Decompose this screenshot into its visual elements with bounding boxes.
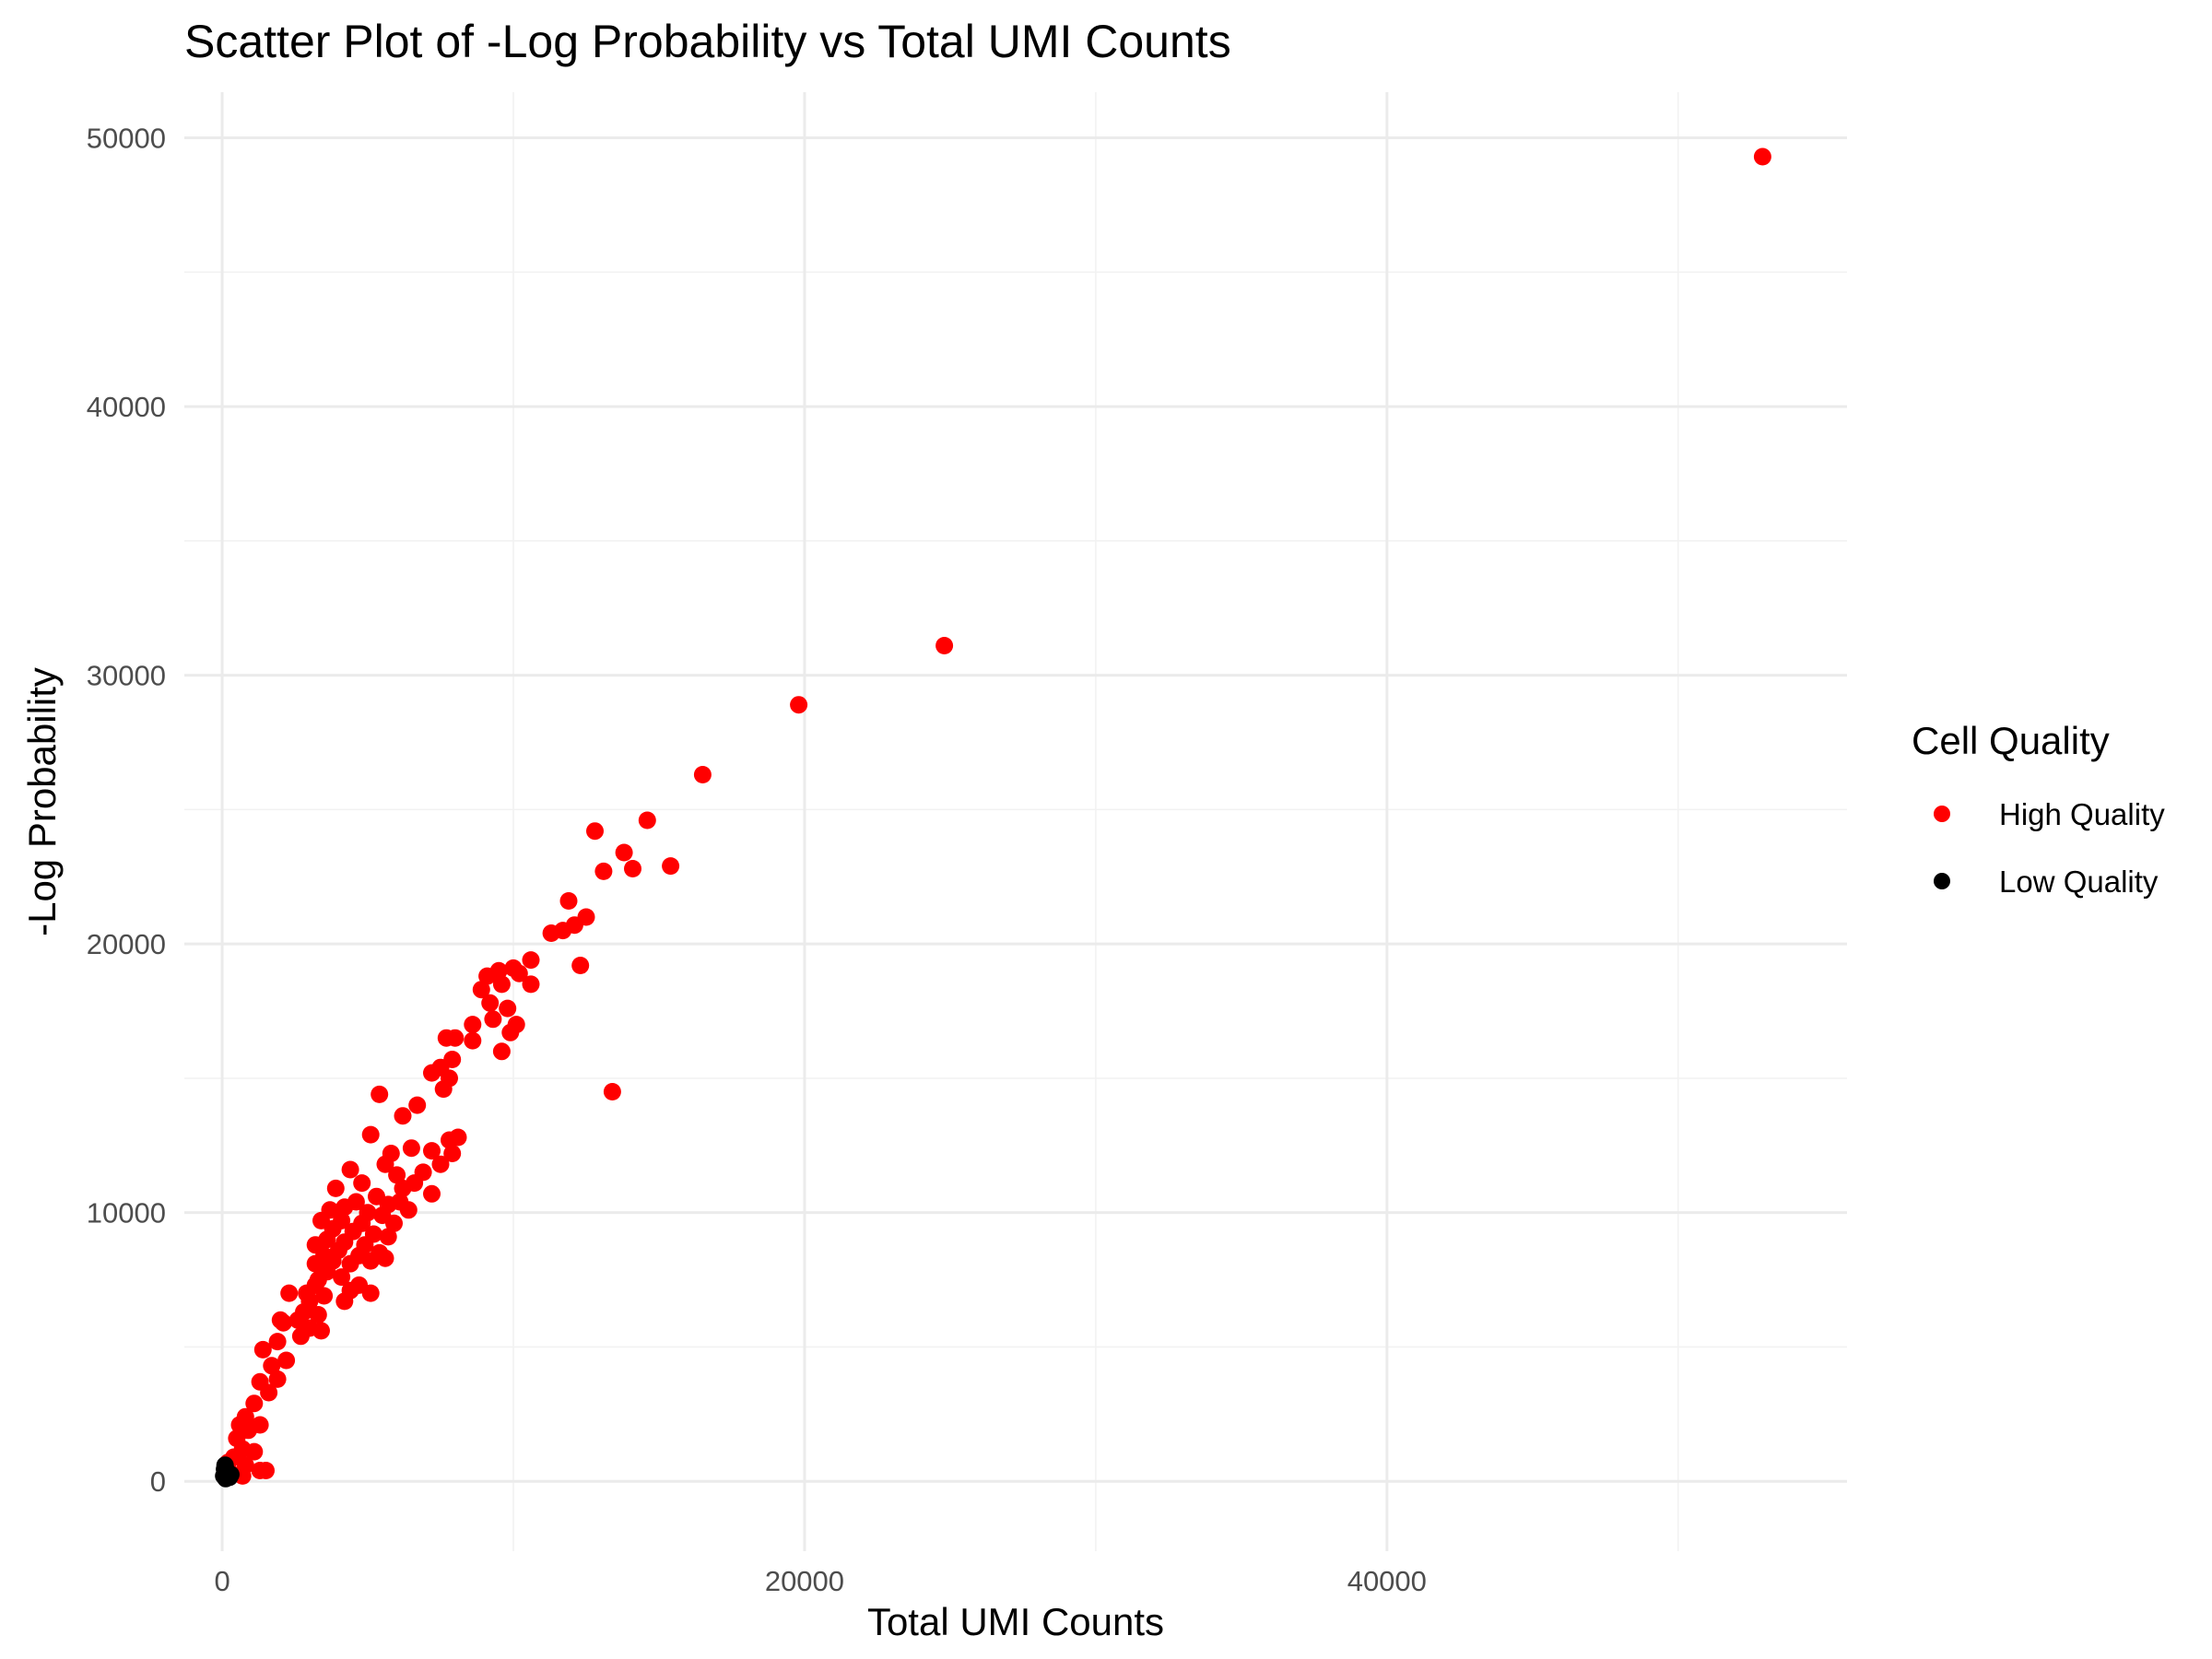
high-quality-point bbox=[399, 1201, 418, 1219]
high-quality-point bbox=[268, 1370, 287, 1388]
high-quality-point bbox=[268, 1333, 287, 1351]
high-quality-point bbox=[361, 1252, 380, 1270]
high-quality-point bbox=[1753, 147, 1771, 166]
high-quality-point bbox=[615, 843, 633, 862]
high-quality-point bbox=[353, 1174, 371, 1193]
high-quality-point bbox=[423, 1064, 441, 1082]
high-quality-point bbox=[376, 1249, 394, 1267]
high-quality-point bbox=[335, 1198, 354, 1217]
high-quality-point bbox=[693, 766, 712, 783]
high-quality-point bbox=[472, 981, 490, 999]
high-quality-point bbox=[481, 994, 500, 1012]
high-quality-point bbox=[522, 951, 540, 970]
data-points bbox=[215, 147, 1771, 1488]
high-quality-point bbox=[431, 1155, 450, 1173]
high-quality-point bbox=[935, 637, 954, 654]
high-quality-point bbox=[341, 1160, 359, 1179]
high-quality-point bbox=[376, 1155, 394, 1173]
high-quality-point bbox=[335, 1292, 354, 1311]
high-quality-point bbox=[464, 1031, 482, 1050]
high-quality-point bbox=[361, 1284, 380, 1302]
legend-label-high-quality: High Quality bbox=[1999, 797, 2165, 831]
y-tick-label: 50000 bbox=[87, 123, 166, 155]
high-quality-point bbox=[341, 1254, 359, 1273]
x-tick-label: 40000 bbox=[1347, 1565, 1427, 1597]
high-quality-point bbox=[594, 862, 613, 880]
high-quality-point bbox=[443, 1145, 462, 1162]
high-quality-point bbox=[326, 1179, 345, 1197]
high-quality-point bbox=[402, 1139, 420, 1158]
high-quality-point bbox=[434, 1080, 453, 1099]
legend-title: Cell Quality bbox=[1912, 719, 2110, 762]
high-quality-point bbox=[333, 1268, 351, 1287]
chart-title: Scatter Plot of -Log Probability vs Tota… bbox=[184, 16, 1231, 67]
high-quality-point bbox=[522, 975, 540, 994]
high-quality-point bbox=[379, 1228, 397, 1246]
high-quality-point bbox=[624, 860, 641, 877]
high-quality-point bbox=[280, 1284, 299, 1302]
high-quality-point bbox=[464, 1016, 482, 1034]
tick-labels: 0 20000 40000 0 10000 20000 30000 40000 50000 bbox=[87, 123, 1427, 1597]
high-quality-point bbox=[245, 1442, 264, 1461]
high-quality-point bbox=[492, 975, 511, 994]
x-axis-title: Total UMI Counts bbox=[867, 1600, 1164, 1643]
legend-key-low-quality bbox=[1934, 873, 1950, 889]
high-quality-point bbox=[441, 1131, 458, 1149]
high-quality-point bbox=[312, 1322, 330, 1340]
high-quality-point bbox=[385, 1214, 403, 1232]
legend-key-high-quality bbox=[1934, 806, 1950, 822]
y-tick-label: 30000 bbox=[87, 660, 166, 692]
high-quality-point bbox=[510, 964, 528, 982]
high-quality-point bbox=[245, 1394, 264, 1413]
gridlines bbox=[184, 92, 1847, 1551]
high-quality-point bbox=[271, 1311, 289, 1329]
high-quality-point bbox=[277, 1351, 296, 1370]
high-quality-point bbox=[571, 957, 590, 974]
legend: Cell Quality High Quality Low Quality bbox=[1912, 719, 2165, 899]
high-quality-point bbox=[638, 811, 656, 830]
high-quality-point bbox=[501, 1023, 520, 1041]
x-tick-label: 0 bbox=[214, 1565, 229, 1597]
high-quality-point bbox=[291, 1327, 310, 1346]
high-quality-point bbox=[559, 892, 578, 910]
high-quality-point bbox=[394, 1179, 412, 1197]
high-quality-point bbox=[499, 999, 517, 1018]
y-tick-label: 10000 bbox=[87, 1197, 166, 1230]
y-tick-label: 0 bbox=[150, 1465, 166, 1498]
high-quality-point bbox=[423, 1184, 441, 1203]
high-quality-point bbox=[586, 822, 604, 841]
high-quality-point bbox=[437, 1029, 455, 1047]
y-tick-label: 20000 bbox=[87, 928, 166, 960]
high-quality-point bbox=[251, 1462, 269, 1479]
high-quality-point bbox=[394, 1107, 412, 1125]
low-quality-point bbox=[216, 1460, 234, 1478]
high-quality-point bbox=[309, 1306, 327, 1324]
y-tick-label: 40000 bbox=[87, 391, 166, 423]
high-quality-point bbox=[478, 967, 497, 985]
high-quality-point bbox=[263, 1357, 281, 1375]
y-axis-title: -Log Probability bbox=[20, 667, 64, 936]
x-tick-label: 20000 bbox=[765, 1565, 844, 1597]
high-quality-point bbox=[423, 1142, 441, 1160]
high-quality-point bbox=[790, 696, 808, 714]
high-quality-point bbox=[492, 1042, 511, 1061]
high-quality-point bbox=[484, 1010, 502, 1029]
high-quality-point bbox=[542, 924, 560, 942]
legend-label-low-quality: Low Quality bbox=[1999, 865, 2159, 899]
high-quality-point bbox=[388, 1166, 406, 1184]
high-quality-point bbox=[662, 857, 680, 876]
high-quality-point bbox=[260, 1383, 278, 1402]
high-quality-point bbox=[408, 1096, 427, 1114]
high-quality-point bbox=[315, 1287, 334, 1305]
high-quality-point bbox=[371, 1085, 389, 1103]
high-quality-point bbox=[253, 1340, 272, 1359]
high-quality-point bbox=[361, 1125, 380, 1144]
high-quality-point bbox=[603, 1083, 621, 1100]
